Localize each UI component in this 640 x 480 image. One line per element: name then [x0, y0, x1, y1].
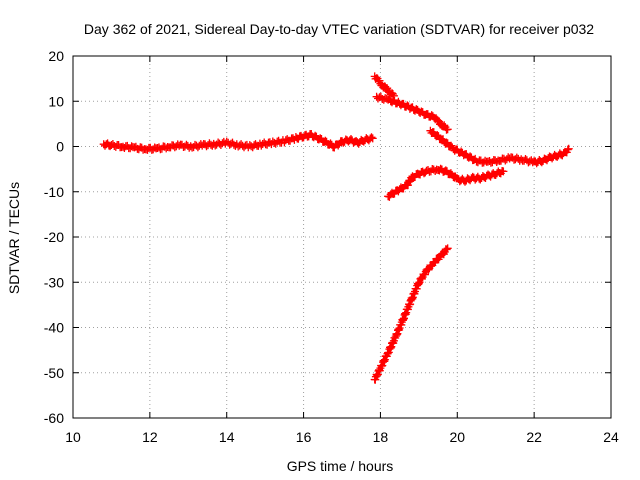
x-tick-labels: 10 12 14 16 18 20 22 24	[65, 429, 619, 445]
series-arc-4	[426, 126, 573, 168]
point-markers	[426, 126, 573, 168]
grid-lines	[73, 56, 611, 418]
y-tick-label: -40	[44, 320, 64, 336]
x-tick-label: 10	[65, 429, 81, 445]
series-arc-1	[99, 130, 377, 154]
x-tick-label: 24	[603, 429, 619, 445]
point-markers	[370, 72, 398, 100]
y-tick-label: 10	[48, 93, 64, 109]
x-axis-label: GPS time / hours	[287, 458, 394, 474]
y-tick-label: -50	[44, 365, 64, 381]
point-markers	[370, 244, 452, 384]
x-tick-label: 22	[526, 429, 542, 445]
point-markers	[99, 130, 377, 154]
x-tick-label: 12	[142, 429, 158, 445]
y-axis-label: SDTVAR / TECUs	[6, 182, 22, 294]
y-tick-label: -10	[44, 184, 64, 200]
series-arc-2	[370, 72, 398, 100]
series-arc-5	[384, 164, 508, 201]
y-tick-label: -60	[44, 410, 64, 426]
y-tick-labels: -60 -50 -40 -30 -20 -10 0 10 20	[44, 48, 64, 426]
point-markers	[384, 164, 508, 201]
data-points	[99, 72, 573, 384]
series-arc-3	[372, 92, 452, 134]
y-tick-label: -20	[44, 229, 64, 245]
x-tick-label: 18	[373, 429, 389, 445]
x-tick-label: 20	[449, 429, 465, 445]
y-tick-label: 20	[48, 48, 64, 64]
x-tick-label: 14	[219, 429, 235, 445]
axis-ticks	[72, 55, 612, 419]
y-tick-label: 0	[56, 139, 64, 155]
y-tick-label: -30	[44, 274, 64, 290]
point-markers	[372, 92, 452, 134]
chart-title: Day 362 of 2021, Sidereal Day-to-day VTE…	[84, 21, 594, 37]
series-arc-6	[370, 244, 452, 384]
x-tick-label: 16	[296, 429, 312, 445]
